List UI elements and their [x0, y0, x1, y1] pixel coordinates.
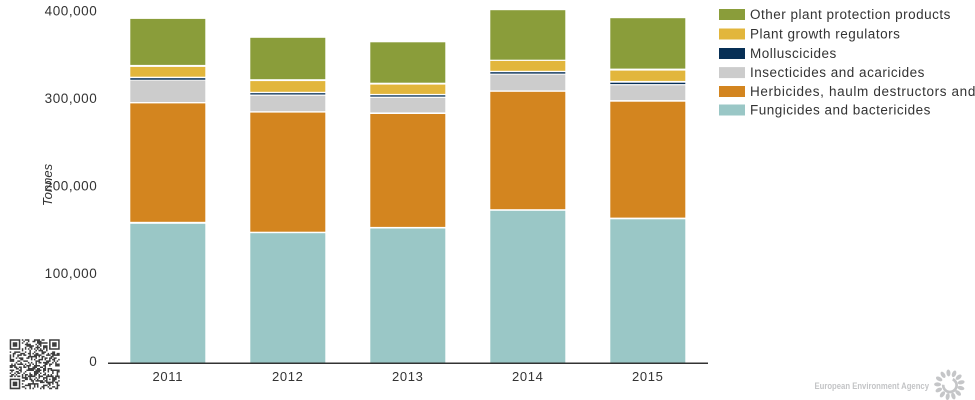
svg-text:Tonnes: Tonnes [40, 163, 55, 206]
svg-text:European Environment Agency: European Environment Agency [815, 381, 930, 392]
svg-text:Other plant protection product: Other plant protection products [750, 7, 951, 22]
svg-text:Herbicides, haulm destructors: Herbicides, haulm destructors and moss k… [750, 84, 975, 99]
svg-text:Fungicides and bactericides: Fungicides and bactericides [750, 102, 931, 117]
svg-text:Plant growth regulators: Plant growth regulators [750, 26, 900, 41]
svg-text:2011: 2011 [153, 369, 184, 384]
svg-text:Molluscicides: Molluscicides [750, 46, 837, 61]
svg-text:Insecticides and acaricides: Insecticides and acaricides [750, 65, 925, 80]
svg-text:400,000: 400,000 [45, 3, 98, 18]
svg-text:2014: 2014 [512, 369, 544, 384]
svg-text:2012: 2012 [272, 369, 304, 384]
svg-text:2015: 2015 [632, 369, 664, 384]
svg-text:2013: 2013 [392, 369, 424, 384]
svg-text:200,000: 200,000 [45, 179, 98, 194]
svg-text:0: 0 [89, 354, 97, 369]
svg-text:100,000: 100,000 [45, 266, 98, 281]
svg-text:300,000: 300,000 [45, 91, 98, 106]
